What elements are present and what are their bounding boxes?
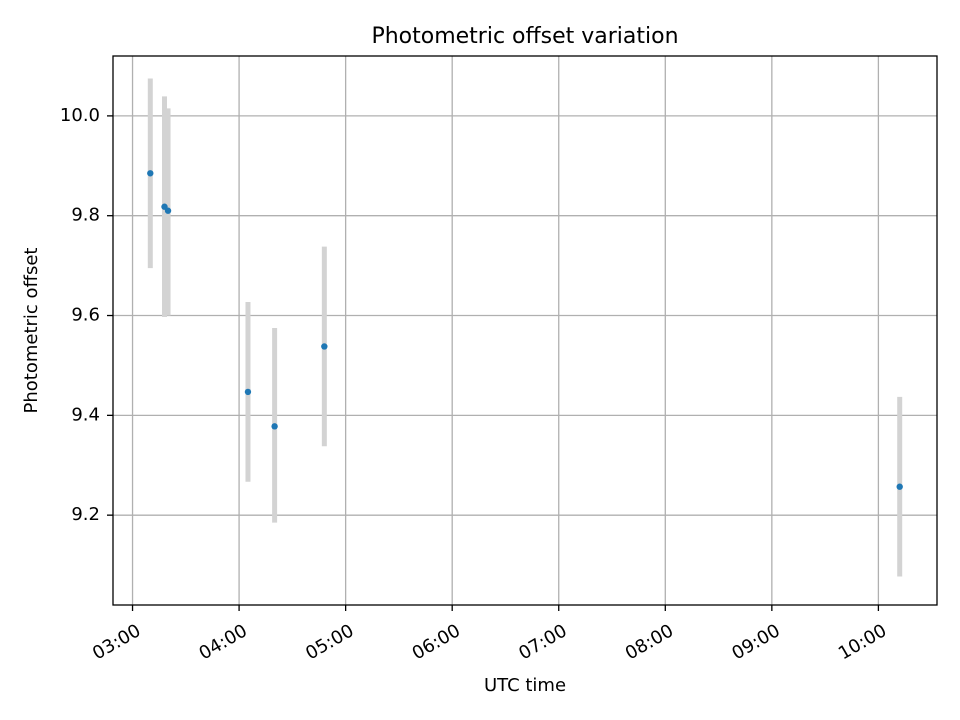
chart-title: Photometric offset variation xyxy=(371,24,678,49)
y-tick-label: 9.4 xyxy=(71,404,100,425)
data-point xyxy=(164,207,172,214)
data-point xyxy=(244,388,252,396)
y-axis-ticks: 9.2 9.4 9.6 9.8 10.0 xyxy=(60,105,113,525)
y-tick-label: 9.2 xyxy=(71,504,100,525)
data-point xyxy=(147,170,154,177)
y-tick-label: 9.8 xyxy=(71,205,100,226)
plot-frame xyxy=(112,55,938,606)
y-tick-label: 10.0 xyxy=(60,105,100,126)
data-point xyxy=(896,483,903,490)
data-point xyxy=(321,343,328,350)
data-points xyxy=(147,170,903,490)
data-point xyxy=(271,423,278,430)
x-axis-label: UTC time xyxy=(484,675,566,696)
y-tick-label: 9.6 xyxy=(71,305,100,326)
y-axis-label: Photometric offset xyxy=(21,248,42,414)
